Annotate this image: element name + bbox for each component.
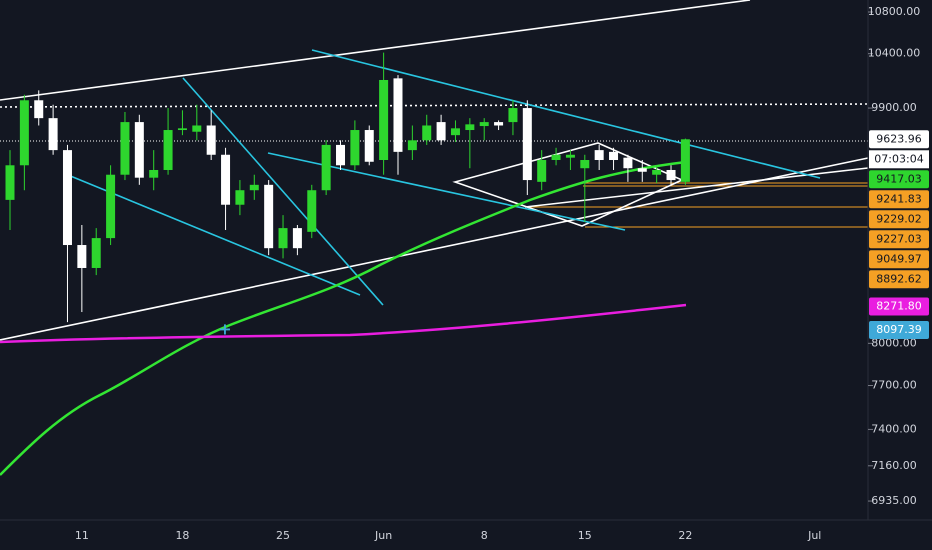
price-label: 8271.80 xyxy=(876,299,922,312)
candle-body xyxy=(249,184,259,191)
y-tick-label: 7400.00 xyxy=(871,422,917,435)
price-label: 8097.39 xyxy=(876,323,922,336)
x-tick-label: 8 xyxy=(481,529,488,542)
candle-body xyxy=(307,190,317,232)
candle-body xyxy=(594,150,604,161)
price-label: 9417.03 xyxy=(876,172,922,185)
trendline xyxy=(524,167,869,208)
candle-body xyxy=(350,130,360,166)
y-tick-label: 6935.00 xyxy=(871,494,917,507)
candle-body xyxy=(163,130,173,170)
price-label: 9227.03 xyxy=(876,232,922,245)
candle-body xyxy=(77,245,87,268)
price-label-box xyxy=(869,297,929,316)
candle-body xyxy=(62,150,72,246)
candle-body xyxy=(551,154,561,161)
candle-body xyxy=(637,168,647,172)
candle-body xyxy=(177,128,187,131)
trendline xyxy=(0,0,751,101)
candle-body xyxy=(206,125,216,155)
candle-body xyxy=(652,169,662,175)
candle-body xyxy=(422,125,432,141)
y-tick-label: 9900.00 xyxy=(871,101,917,114)
price-label-box xyxy=(869,190,929,209)
candle-body xyxy=(623,157,633,169)
y-tick-label: 10800.00 xyxy=(868,5,921,18)
candle-body xyxy=(292,228,302,249)
y-tick-label: 7160.00 xyxy=(871,459,917,472)
x-tick-label: 11 xyxy=(75,529,89,542)
moving-average-50 xyxy=(0,160,687,476)
candle-body xyxy=(106,174,116,239)
candle-body xyxy=(580,160,590,169)
price-label-box xyxy=(869,250,929,269)
candle-body xyxy=(522,108,532,181)
candle-body xyxy=(321,144,331,191)
candle-body xyxy=(336,144,346,166)
candle-body xyxy=(379,79,389,161)
trendline xyxy=(311,49,821,179)
candle-body xyxy=(680,139,690,182)
candle-body xyxy=(436,122,446,141)
price-label-box xyxy=(869,320,929,339)
price-label-box xyxy=(869,210,929,229)
candle-body xyxy=(91,238,101,268)
trendline xyxy=(267,152,626,231)
drawings: + xyxy=(0,0,869,476)
candle-body xyxy=(450,128,460,136)
candle-body xyxy=(48,118,58,151)
x-tick-label: Jul xyxy=(807,529,821,542)
candle-body xyxy=(609,151,619,161)
candle-body xyxy=(278,228,288,249)
price-label-box xyxy=(869,130,929,149)
moving-average-200 xyxy=(0,303,687,344)
candle-body xyxy=(149,169,159,178)
candle-body xyxy=(479,122,489,127)
price-label: 9241.83 xyxy=(876,192,922,205)
countdown: 07:03:04 xyxy=(874,152,923,165)
x-tick-label: 25 xyxy=(276,529,290,542)
y-tick-label: 7700.00 xyxy=(871,379,917,392)
candle-body xyxy=(5,165,15,200)
candle-body xyxy=(465,124,475,131)
price-label: 9049.97 xyxy=(876,252,922,265)
x-tick-label: 15 xyxy=(578,529,592,542)
candle-body xyxy=(120,122,130,175)
cross-marker: + xyxy=(218,320,231,339)
price-label-box xyxy=(869,230,929,249)
candle-body xyxy=(565,154,575,158)
price-label: 9229.02 xyxy=(876,212,922,225)
countdown-box xyxy=(869,150,929,169)
candle-body xyxy=(192,125,202,132)
y-tick-label: 10400.00 xyxy=(868,47,921,60)
candle-body xyxy=(364,130,374,162)
y-tick-label: 8000.00 xyxy=(871,336,917,349)
candle-body xyxy=(221,154,231,205)
candle-body xyxy=(235,190,245,205)
x-tick-label: Jun xyxy=(374,529,392,542)
price-label: 8892.62 xyxy=(876,272,922,285)
dotted-level xyxy=(0,103,869,108)
candle-body xyxy=(134,122,144,178)
trendline xyxy=(182,77,384,306)
trendline xyxy=(67,174,361,296)
candle-body xyxy=(407,140,417,151)
x-tick-label: 22 xyxy=(678,529,692,542)
candle-body xyxy=(666,169,676,181)
candle-body xyxy=(393,78,403,152)
candle-body xyxy=(19,100,29,166)
candle-body xyxy=(264,184,274,249)
price-label-box xyxy=(869,270,929,289)
price-label-box xyxy=(869,170,929,189)
candle-body xyxy=(494,122,504,126)
candle-body xyxy=(537,160,547,182)
price-label: 9623.96 xyxy=(876,132,922,145)
x-tick-label: 18 xyxy=(175,529,189,542)
candle-body xyxy=(508,108,518,123)
candle-body xyxy=(34,100,44,119)
trendline xyxy=(0,157,869,341)
